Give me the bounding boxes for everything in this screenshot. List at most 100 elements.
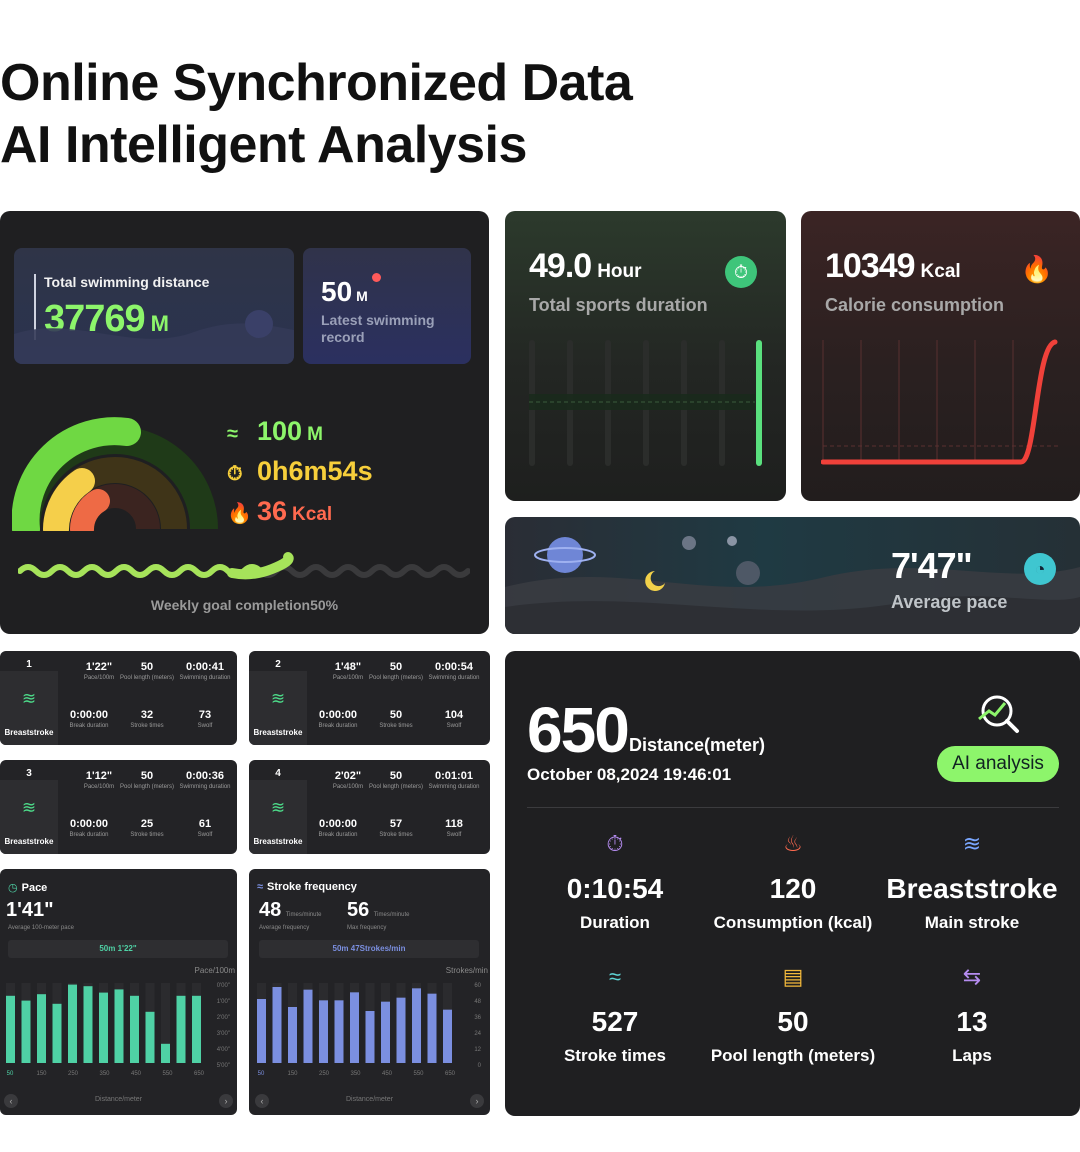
bar[interactable] <box>6 995 15 1063</box>
bar[interactable] <box>319 1000 328 1063</box>
average-pace-card[interactable]: 7'47" Average pace ◔ <box>505 517 1080 634</box>
bar[interactable] <box>334 1000 344 1063</box>
prev-arrow-icon[interactable]: ‹ <box>4 1094 18 1108</box>
bar[interactable] <box>99 992 108 1063</box>
distance-ring <box>12 417 141 531</box>
stroke-name: Breaststroke <box>253 837 303 846</box>
bar[interactable] <box>257 999 266 1063</box>
bar[interactable] <box>381 1001 390 1063</box>
sports-duration-card[interactable]: 49.0 Hour Total sports duration ⏱ <box>505 211 786 501</box>
bar[interactable] <box>303 989 313 1063</box>
stroke-type: ≋ Breaststroke <box>249 671 307 745</box>
x-tick: 550 <box>162 1071 173 1077</box>
lap-strokes: 57 Stroke times <box>379 818 413 838</box>
pool-icon: ▤ <box>782 964 804 989</box>
bar[interactable] <box>427 993 437 1063</box>
x-tick: 250 <box>68 1071 79 1077</box>
moon-icon <box>645 571 665 591</box>
calorie-line <box>821 339 1058 465</box>
lap-card[interactable]: 3 ≋ Breaststroke 1'12" Pace/100m 50 Pool… <box>0 760 237 854</box>
session-date: October 08,2024 19:46:01 <box>527 765 732 784</box>
bar[interactable] <box>161 1043 170 1063</box>
lap-card[interactable]: 2 ≋ Breaststroke 1'48" Pace/100m 50 Pool… <box>249 651 490 745</box>
metric-1: ♨ 120 Consumption (kcal) <box>698 831 888 933</box>
planet-icon <box>547 537 583 573</box>
y-tick: 1'00" <box>217 999 230 1005</box>
swimming-summary-card: Total swimming distance 37769 M 50 M Lates… <box>0 211 489 634</box>
latest-record-value: 50 M <box>321 276 368 307</box>
pace-chart-sub: Average 100-meter pace <box>8 925 74 931</box>
stopwatch-icon: ⏱ <box>227 463 243 485</box>
bar[interactable] <box>130 995 139 1063</box>
bar[interactable] <box>52 1003 62 1063</box>
stroke-name: Breaststroke <box>253 728 303 737</box>
accent-bar <box>34 274 36 340</box>
calorie-card[interactable]: 10349 Kcal Calorie consumption 🔥 <box>801 211 1080 501</box>
total-distance-tile[interactable]: Total swimming distance 37769 M <box>14 248 294 364</box>
bar[interactable] <box>114 989 124 1063</box>
flame-icon: 🔥 <box>227 503 252 525</box>
bar[interactable] <box>176 995 186 1063</box>
wave-icon: ≈ <box>257 881 264 893</box>
record-dot <box>372 273 381 282</box>
stroke-name: Breaststroke <box>4 728 54 737</box>
divider <box>527 807 1059 808</box>
latest-record-tile[interactable]: 50 M Latest swimming record <box>303 248 471 364</box>
bar[interactable] <box>68 984 77 1063</box>
lap-card[interactable]: 1 ≋ Breaststroke 1'22" Pace/100m 50 Pool… <box>0 651 237 745</box>
metric-value: 120 <box>769 873 817 904</box>
lap-number: 3 <box>26 768 32 779</box>
calorie-curve <box>821 339 1061 465</box>
swimmer-icon: ≈ <box>227 423 238 445</box>
kcal-ring <box>70 489 110 531</box>
bar[interactable] <box>443 1009 452 1063</box>
bar[interactable] <box>272 987 282 1063</box>
x-tick: 450 <box>131 1071 142 1077</box>
stroke-chart-title: ≈ Stroke frequency <box>257 881 357 893</box>
lap-card[interactable]: 4 ≋ Breaststroke 2'02" Pace/100m 50 Pool… <box>249 760 490 854</box>
breaststroke-icon: ≋ <box>270 798 286 817</box>
next-arrow-icon[interactable]: › <box>470 1094 484 1108</box>
bar[interactable] <box>83 986 93 1063</box>
bar[interactable] <box>396 997 406 1063</box>
headline-line1: Online Synchronized Data <box>0 54 633 112</box>
session-detail-card: 650 Distance(meter) October 08,2024 19:4… <box>505 651 1080 1116</box>
x-tick: 50 <box>7 1071 14 1077</box>
max-frequency: 56 Times/minute <box>347 899 410 921</box>
bar[interactable] <box>145 1011 155 1063</box>
stroke-type: ≋ Breaststroke <box>0 671 58 745</box>
activity-stats: ≈ 100 M ⏱ 0h6m54s 🔥 36 Kcal <box>227 416 373 536</box>
bar[interactable] <box>288 1007 297 1063</box>
prev-arrow-icon[interactable]: ‹ <box>255 1094 269 1108</box>
lap-swolf: 104 Swolf <box>444 709 464 729</box>
bar[interactable] <box>192 995 201 1063</box>
rings-gauge <box>12 417 218 531</box>
bar[interactable] <box>365 1011 375 1063</box>
goal-progress-wave <box>18 552 470 580</box>
stroke-chart-pill: 50m 47Strokes/min <box>259 940 479 958</box>
metric-label: Consumption (kcal) <box>713 913 873 932</box>
bar[interactable] <box>37 994 46 1063</box>
bar[interactable] <box>412 988 421 1063</box>
calorie-value: 10349 Kcal <box>825 247 961 285</box>
time-ring <box>43 468 95 531</box>
x-tick: 650 <box>445 1071 456 1077</box>
next-arrow-icon[interactable]: › <box>219 1094 233 1108</box>
metric-4: ▤ 50 Pool length (meters) <box>698 964 888 1066</box>
ai-analysis-button[interactable]: AI analysis <box>937 746 1059 782</box>
bar[interactable] <box>21 1000 31 1063</box>
flame-icon: 🔥 <box>1020 253 1054 284</box>
lap-pool: 50 Pool length (meters) <box>368 770 424 790</box>
metric-label: Stroke times <box>563 1046 667 1065</box>
total-distance-label: Total swimming distance <box>44 274 210 290</box>
x-tick: 350 <box>350 1071 361 1077</box>
metric-0: ⏱ 0:10:54 Duration <box>520 831 710 933</box>
headline-line2: AI Intelligent Analysis <box>0 116 527 174</box>
x-tick: 350 <box>99 1071 110 1077</box>
y-tick: 0 <box>478 1063 482 1069</box>
kcal-stat: 🔥 36 Kcal <box>227 496 333 526</box>
bar[interactable] <box>350 992 359 1063</box>
max-frequency-label: Max frequency <box>347 925 387 931</box>
metric-value: 50 <box>777 1006 809 1037</box>
ai-analysis-icon <box>978 695 1019 733</box>
